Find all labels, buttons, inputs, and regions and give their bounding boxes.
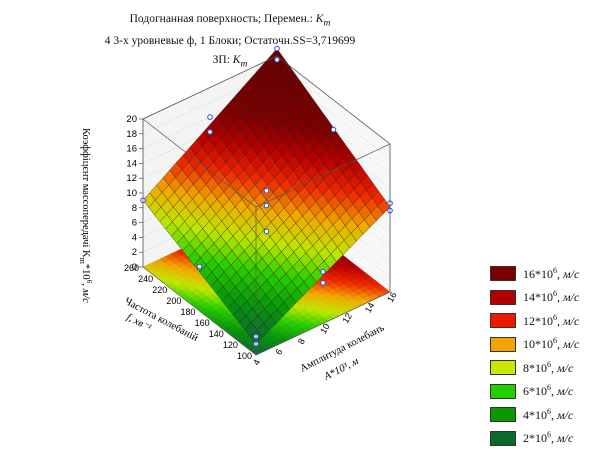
x-tick-label: 14 bbox=[363, 301, 377, 315]
data-point bbox=[207, 114, 213, 120]
legend-swatch bbox=[490, 336, 516, 352]
legend-label: 2*106, м/с bbox=[523, 430, 574, 446]
plot-box-front-edges bbox=[142, 55, 391, 356]
box-edge bbox=[142, 266, 257, 356]
z-tick-label: 10 bbox=[126, 188, 137, 199]
legend-label: 6*106, м/с bbox=[523, 383, 574, 399]
legend-item: 4*106, м/с bbox=[490, 403, 602, 427]
legend-label: 10*106, м/с bbox=[523, 336, 580, 352]
legend-swatch bbox=[490, 313, 516, 329]
y-tick-label: 180 bbox=[180, 307, 195, 317]
y-tick-label: 240 bbox=[138, 274, 153, 284]
y-tick-label: 220 bbox=[152, 285, 167, 295]
data-point bbox=[196, 263, 203, 270]
title-line-2: 4 3-х уровневые ф, 1 Блоки; Остаточн.SS=… bbox=[104, 35, 356, 48]
fitted-surface bbox=[142, 48, 391, 345]
data-point bbox=[263, 202, 270, 209]
legend-swatch bbox=[490, 430, 516, 446]
chart-title: Подогнанная поверхность; Перемен.: Km 4 … bbox=[0, 10, 460, 74]
legend-label: 8*106, м/с bbox=[523, 359, 574, 375]
x-tick-label: 10 bbox=[318, 322, 332, 336]
y-tick-label: 260 bbox=[124, 263, 139, 273]
z-tick-label: 18 bbox=[126, 129, 137, 140]
z-tick-label: 14 bbox=[126, 158, 137, 169]
legend-item: 14*106, м/с bbox=[490, 286, 602, 310]
legend-label: 14*106, м/с bbox=[523, 289, 580, 305]
z-tick-label: 4 bbox=[132, 232, 137, 243]
z-tick-label: 0 bbox=[132, 262, 137, 273]
y-tick-label: 160 bbox=[195, 318, 210, 328]
legend-swatch bbox=[490, 289, 516, 305]
wall-grid-line bbox=[142, 114, 278, 179]
x-tick-label: 6 bbox=[273, 347, 284, 356]
data-point bbox=[320, 268, 326, 275]
x-tick-label: 12 bbox=[340, 311, 354, 325]
title-line-3: ЗП: Km bbox=[212, 54, 248, 70]
y-tick-label: 140 bbox=[209, 329, 224, 339]
box-edge bbox=[255, 291, 391, 356]
wall-grid-line bbox=[142, 85, 278, 149]
data-point bbox=[320, 280, 326, 286]
legend-swatch bbox=[490, 407, 516, 423]
z-tick-label: 16 bbox=[126, 144, 137, 155]
data-point bbox=[274, 45, 280, 52]
z-tick-label: 12 bbox=[126, 173, 137, 184]
data-point bbox=[207, 129, 213, 135]
legend-item: 16*106, м/с bbox=[490, 262, 602, 286]
wall-grid-line bbox=[142, 100, 278, 164]
data-point bbox=[263, 187, 270, 194]
wall-grid-line bbox=[142, 188, 278, 253]
box-edge bbox=[255, 143, 391, 208]
z-tick-label: 20 bbox=[126, 114, 137, 125]
z-axis-ticks: 0 2 4 6 8 10 12 14 16 18 20 bbox=[126, 114, 143, 273]
legend-label: 4*106, м/с bbox=[523, 406, 574, 422]
legend-swatch bbox=[490, 266, 516, 282]
y-tick-label: 200 bbox=[166, 296, 181, 306]
data-point bbox=[263, 228, 270, 235]
legend-swatch bbox=[490, 383, 516, 399]
z-tick-label: 2 bbox=[132, 247, 137, 258]
z-tick-label: 6 bbox=[132, 218, 137, 229]
legend-swatch bbox=[490, 360, 516, 376]
box-edge bbox=[276, 55, 391, 145]
y-tick-label: 120 bbox=[223, 340, 238, 350]
wall-grid-line bbox=[142, 70, 278, 135]
z-axis-label: Коэффіцєнт массопередачі Km*106, м/с bbox=[78, 128, 94, 303]
legend-label: 16*106, м/с bbox=[523, 265, 580, 281]
x-axis-ticks: 4 6 8 10 12 14 16 bbox=[251, 290, 399, 367]
x-tick-label: 16 bbox=[385, 290, 399, 304]
box-edge bbox=[142, 118, 257, 208]
data-point bbox=[274, 56, 280, 63]
box-edge bbox=[142, 55, 278, 120]
legend-item: 10*106, м/с bbox=[490, 333, 602, 357]
y-tick-label: 100 bbox=[237, 351, 252, 361]
x-tick-label: 4 bbox=[251, 358, 262, 367]
z-tick-label: 8 bbox=[132, 203, 137, 214]
legend-label: 12*106, м/с bbox=[523, 312, 580, 328]
legend-item: 8*106, м/с bbox=[490, 356, 602, 380]
legend: 16*106, м/с 14*106, м/с 12*106, м/с 10*106,… bbox=[490, 262, 602, 450]
legend-item: 6*106, м/с bbox=[490, 380, 602, 404]
x-tick-label: 8 bbox=[296, 337, 307, 346]
title-line-1: Подогнанная поверхность; Перемен.: Km bbox=[129, 13, 331, 29]
data-point bbox=[330, 126, 337, 133]
legend-item: 12*106, м/с bbox=[490, 309, 602, 333]
legend-item: 2*106, м/с bbox=[490, 427, 602, 450]
